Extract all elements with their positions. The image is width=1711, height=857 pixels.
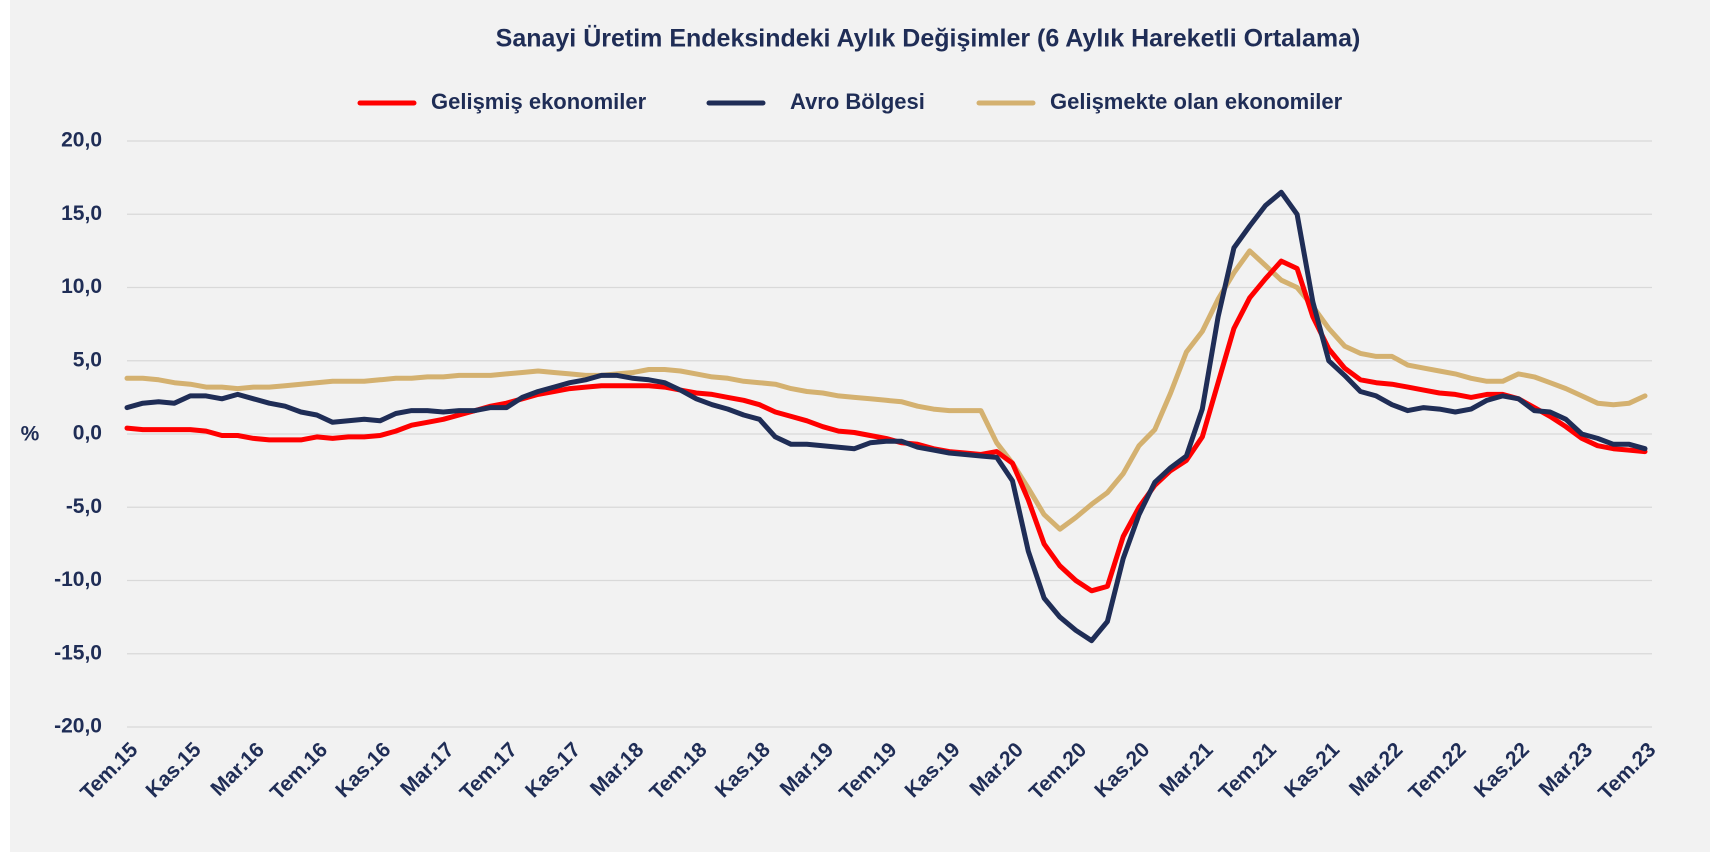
line-series — [124, 258, 1648, 594]
y-tick-label: 0,0 — [73, 422, 102, 445]
y-tick-label: 20,0 — [61, 129, 102, 152]
y-tick-label: -15,0 — [54, 641, 102, 664]
y-tick-label: 10,0 — [61, 275, 102, 298]
legend-label: Gelişmiş ekonomiler — [431, 89, 647, 114]
y-tick-label: 5,0 — [73, 348, 102, 371]
line-series — [124, 189, 1648, 644]
legend-label: Avro Bölgesi — [790, 89, 925, 114]
legend-label: Gelişmekte olan ekonomiler — [1050, 89, 1343, 114]
chart-title: Sanayi Üretim Endeksindeki Aylık Değişim… — [496, 24, 1361, 53]
plot-background — [10, 0, 1710, 852]
y-tick-label: -10,0 — [54, 568, 102, 591]
y-tick-label: -5,0 — [66, 495, 102, 518]
line-series — [124, 248, 1648, 532]
y-axis-label: % — [21, 423, 40, 446]
y-tick-label: 15,0 — [61, 202, 102, 225]
y-tick-label: -20,0 — [54, 715, 102, 738]
